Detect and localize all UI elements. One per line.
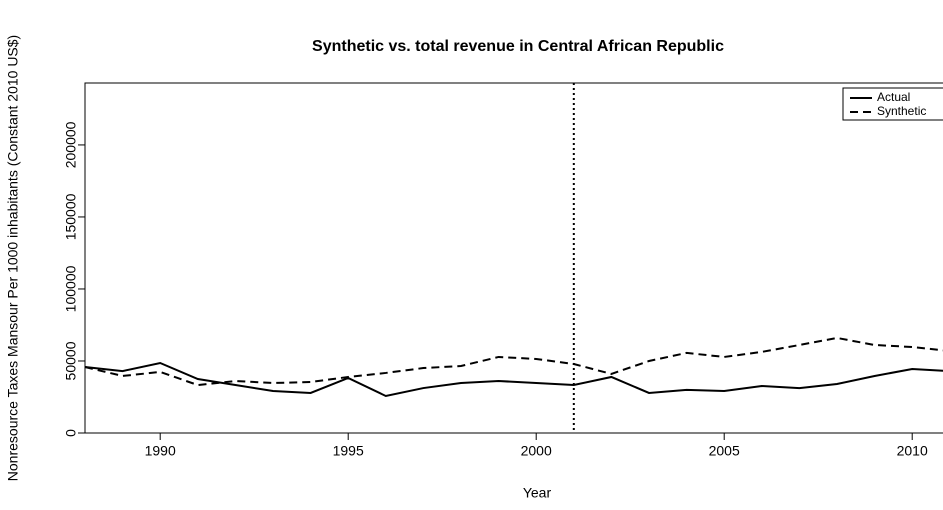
y-tick-label: 100000: [63, 265, 79, 312]
y-tick-label: 150000: [63, 193, 79, 240]
legend-box: [842, 87, 943, 121]
x-tick-label: 2000: [521, 443, 552, 459]
plot-frame: [84, 82, 943, 434]
y-axis-label: Nonresource Taxes Mansour Per 1000 inhab…: [5, 35, 21, 481]
chart-title: Synthetic vs. total revenue in Central A…: [312, 38, 724, 55]
x-axis-label: Year: [523, 485, 552, 501]
series-line: [84, 361, 943, 398]
x-tick-label: 2010: [897, 443, 928, 459]
legend-label: Actual: [877, 90, 910, 104]
legend-label: Synthetic: [877, 104, 926, 118]
y-tick-label: 0: [63, 429, 79, 437]
y-tick-label: 200000: [63, 121, 79, 168]
x-tick-label: 1990: [145, 443, 176, 459]
x-tick-label: 1995: [333, 443, 364, 459]
x-tick-label: 2005: [709, 443, 740, 459]
series-line: [84, 336, 943, 387]
y-tick-label: 50000: [63, 341, 79, 380]
